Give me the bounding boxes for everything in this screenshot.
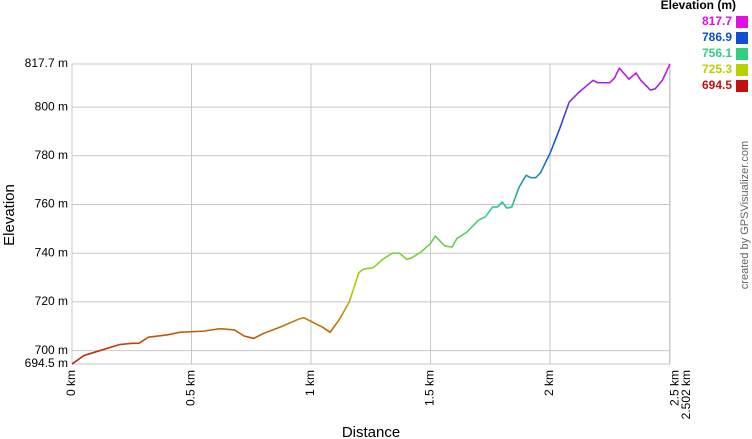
- legend-swatch: [736, 64, 748, 76]
- legend-value: 786.9: [702, 30, 732, 44]
- x-tick-label: 2 km: [542, 370, 556, 396]
- credit: created by GPSVisualizer.com: [739, 141, 751, 289]
- legend-swatch: [736, 32, 748, 44]
- y-tick-label: 694.5 m: [25, 356, 68, 370]
- x-axis-title: Distance: [342, 424, 400, 439]
- x-tick-label: 1.5 km: [423, 370, 437, 406]
- legend-title: Elevation (m): [661, 0, 736, 12]
- x-tick-label: 0.5 km: [184, 370, 198, 406]
- legend-value: 725.3: [702, 62, 732, 76]
- y-tick-label: 760 m: [35, 197, 68, 211]
- elevation-line: [71, 63, 671, 365]
- legend-value: 756.1: [702, 46, 732, 60]
- legend-swatch: [736, 16, 748, 28]
- y-tick-label: 780 m: [35, 148, 68, 162]
- y-tick-label: 700 m: [35, 343, 68, 357]
- legend-swatch: [736, 48, 748, 60]
- x-tick-label: 0 km: [64, 370, 78, 396]
- y-axis-title: Elevation: [1, 184, 18, 246]
- y-tick-label: 740 m: [35, 245, 68, 259]
- y-tick-label: 800 m: [35, 99, 68, 113]
- x-tick-label: 2.5 km: [668, 370, 682, 406]
- x-tick-label: 2.502 km: [679, 370, 693, 419]
- legend-value: 817.7: [702, 14, 732, 28]
- x-tick-label: 1 km: [303, 370, 317, 396]
- y-tick-label: 720 m: [35, 294, 68, 308]
- legend-swatch: [736, 80, 748, 92]
- legend-value: 694.5: [702, 78, 732, 92]
- y-tick-label: 817.7 m: [25, 56, 68, 70]
